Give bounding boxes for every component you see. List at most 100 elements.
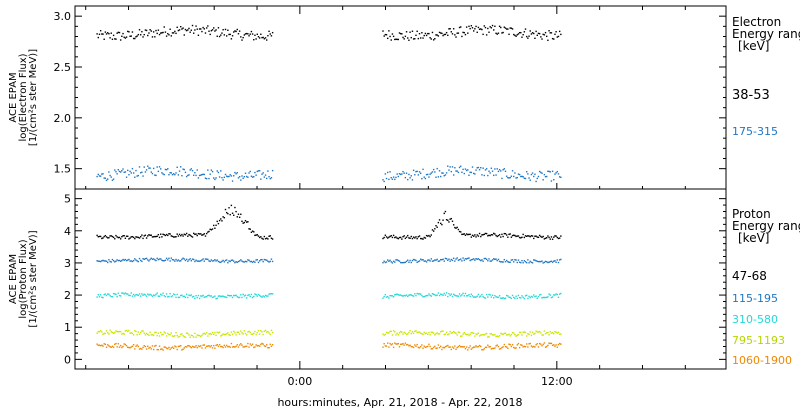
data-point — [500, 347, 502, 350]
data-point — [511, 28, 514, 30]
data-point — [223, 176, 226, 179]
data-point — [136, 260, 138, 262]
data-point — [522, 262, 524, 264]
data-point — [509, 335, 511, 337]
data-point — [554, 345, 556, 347]
data-point — [263, 258, 266, 261]
data-point — [395, 343, 397, 345]
data-point — [463, 233, 465, 235]
data-point — [480, 259, 482, 262]
data-point — [202, 344, 204, 346]
data-point — [167, 234, 169, 237]
data-point — [428, 259, 430, 261]
data-point — [233, 31, 235, 33]
data-point — [98, 331, 101, 333]
data-point — [223, 344, 226, 347]
data-point — [197, 334, 200, 337]
proton-legend-line-3: [keV] — [738, 231, 770, 245]
data-point — [99, 29, 102, 32]
data-point — [177, 29, 180, 32]
data-point — [523, 345, 526, 348]
data-point — [221, 295, 223, 297]
data-point — [170, 257, 173, 259]
data-point — [109, 260, 111, 263]
data-point — [114, 38, 116, 40]
data-point — [475, 296, 477, 298]
data-point — [533, 32, 535, 35]
data-point — [174, 236, 176, 238]
data-point — [151, 258, 154, 260]
data-point — [468, 294, 470, 296]
data-point — [257, 170, 260, 172]
data-point — [495, 258, 497, 260]
data-point — [151, 334, 154, 336]
data-point — [540, 293, 542, 296]
data-point — [270, 177, 273, 179]
data-point — [267, 238, 269, 240]
data-point — [398, 173, 401, 175]
data-point — [211, 170, 214, 173]
data-point — [195, 174, 197, 177]
data-point — [209, 346, 211, 348]
data-point — [430, 295, 432, 297]
data-point — [505, 259, 508, 262]
data-point — [461, 233, 463, 236]
data-point — [432, 230, 435, 232]
data-point — [385, 296, 388, 298]
data-point — [458, 293, 461, 295]
data-point — [436, 167, 438, 170]
data-point — [407, 343, 409, 346]
data-point — [467, 233, 469, 236]
data-point — [450, 293, 453, 295]
data-point — [102, 33, 104, 35]
data-point — [130, 35, 132, 37]
data-point — [443, 33, 445, 36]
data-point — [477, 332, 480, 334]
data-point — [387, 295, 389, 298]
data-point — [177, 259, 180, 261]
data-point — [116, 236, 118, 238]
data-point — [382, 30, 384, 32]
data-point — [110, 261, 112, 263]
data-point — [425, 34, 428, 37]
data-point — [528, 295, 530, 298]
data-point — [223, 333, 226, 336]
data-point — [456, 295, 458, 297]
data-point — [517, 259, 520, 261]
data-point — [148, 167, 150, 169]
data-point — [251, 261, 254, 263]
data-point — [397, 259, 400, 262]
data-point — [476, 333, 478, 335]
data-point — [516, 261, 518, 264]
data-point — [467, 295, 469, 297]
data-point — [429, 37, 431, 39]
data-point — [511, 332, 514, 334]
data-point — [509, 27, 511, 29]
data-point — [238, 333, 241, 335]
electron-ylabel-line: log(Electron Flux) — [18, 53, 29, 141]
data-point — [421, 294, 423, 297]
data-point — [517, 173, 520, 175]
data-point — [510, 297, 513, 300]
data-point — [438, 346, 441, 349]
data-point — [477, 293, 480, 296]
data-point — [410, 235, 412, 238]
data-point — [220, 34, 222, 36]
data-point — [131, 332, 134, 335]
data-point — [240, 343, 242, 345]
data-point — [248, 330, 250, 333]
data-point — [171, 346, 174, 348]
data-point — [99, 235, 102, 238]
data-point — [167, 32, 169, 35]
data-point — [508, 33, 510, 36]
data-point — [157, 170, 160, 173]
data-point — [111, 179, 114, 181]
data-point — [190, 29, 193, 31]
data-point — [511, 170, 514, 172]
data-point — [158, 236, 161, 239]
data-point — [540, 343, 542, 345]
data-point — [258, 333, 261, 335]
data-point — [419, 332, 422, 334]
data-point — [225, 35, 228, 37]
data-point — [215, 344, 217, 347]
